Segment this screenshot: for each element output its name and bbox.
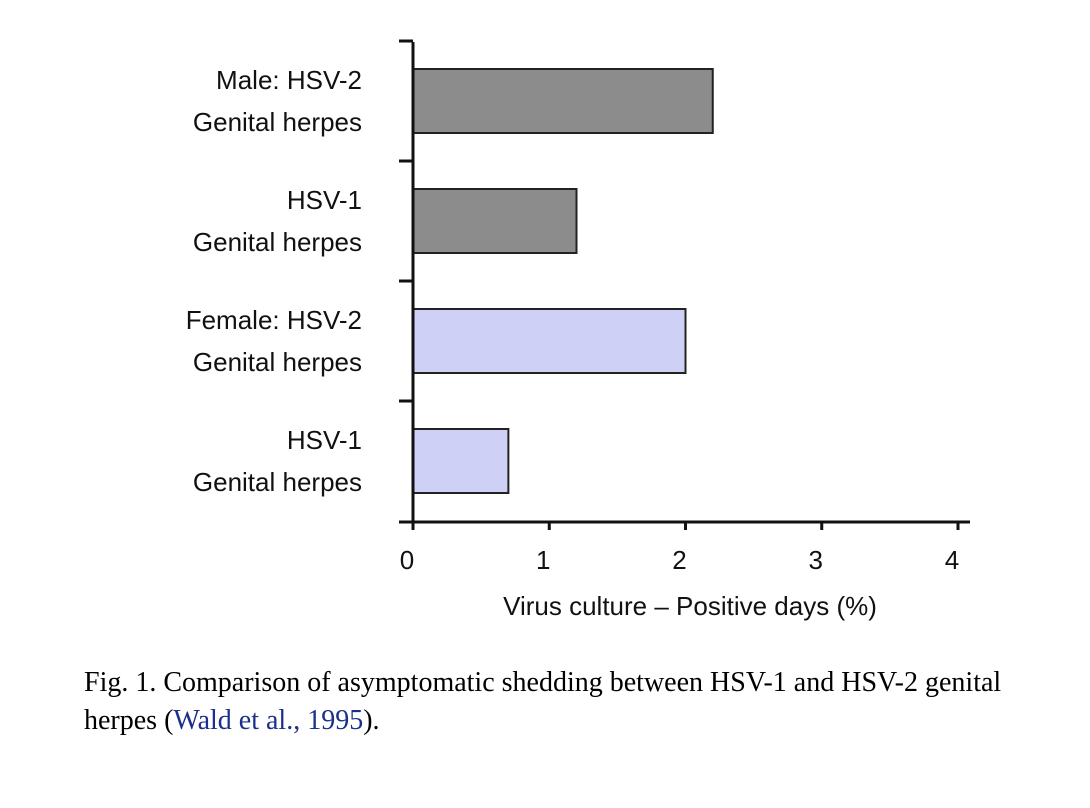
bar-1 (412, 68, 714, 134)
category-label-1-line-1: Male: HSV-2 (216, 65, 362, 95)
bar-3 (412, 308, 687, 374)
x-tick-label-0: 0 (400, 545, 414, 575)
category-label-2-line-2: Genital herpes (193, 227, 362, 257)
bars-group (412, 68, 714, 494)
x-tick-labels: 0 1 2 3 4 (400, 522, 960, 575)
caption-reference-link[interactable]: Wald et al., 1995 (173, 705, 364, 736)
category-label-4-line-2: Genital herpes (193, 467, 362, 497)
x-tick-label-3: 3 (809, 545, 823, 575)
bar-2 (412, 188, 578, 254)
caption-text: Fig. 1. Comparison of asymptomatic shedd… (84, 667, 1002, 736)
x-tick-label-4: 4 (945, 545, 959, 575)
category-label-1-line-2: Genital herpes (193, 107, 362, 137)
caption-text-end: ). (363, 705, 380, 736)
category-label-4-line-1: HSV-1 (287, 425, 362, 455)
bar-chart: Male: HSV-2 Genital herpes HSV-1 Genital he… (186, 39, 970, 621)
figure-caption: Fig. 1. Comparison of asymptomatic shedd… (84, 664, 1064, 740)
x-axis-title: Virus culture – Positive days (%) (503, 591, 877, 621)
category-label-3-line-2: Genital herpes (193, 347, 362, 377)
category-label-3-line-1: Female: HSV-2 (186, 305, 362, 335)
x-tick-label-2: 2 (672, 545, 686, 575)
bar-4 (412, 428, 510, 494)
category-label-2-line-1: HSV-1 (287, 185, 362, 215)
category-labels: Male: HSV-2 Genital herpes HSV-1 Genital he… (186, 65, 362, 497)
x-tick-label-1: 1 (536, 545, 550, 575)
